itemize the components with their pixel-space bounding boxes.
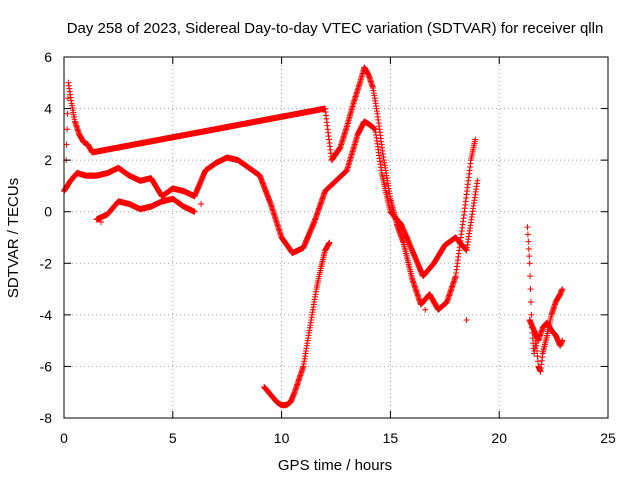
data-point — [463, 317, 470, 324]
axis-ticks — [63, 56, 609, 419]
series-qlln-main-trace — [61, 118, 481, 280]
series-qlln-deep-dip — [261, 239, 333, 409]
data-point — [64, 126, 71, 133]
y-tick-labels: -8 -6 -4 -2 0 2 4 6 — [40, 49, 53, 426]
data-point — [534, 347, 541, 354]
y-tick-label: -2 — [40, 255, 53, 271]
series-qlln-outliers — [97, 200, 470, 324]
data-point — [527, 273, 534, 280]
chart-title: Day 258 of 2023, Sidereal Day-to-day VTE… — [67, 20, 604, 37]
data-point — [533, 342, 540, 349]
data-point — [559, 337, 566, 344]
grid-lines — [64, 57, 608, 418]
series-qlln-late-cluster — [524, 224, 566, 375]
x-axis-label: GPS time / hours — [278, 457, 392, 474]
data-point — [191, 208, 198, 215]
series-qlln-late-lower — [526, 317, 566, 349]
data-point — [529, 335, 536, 342]
data-point — [422, 306, 429, 313]
data-point — [97, 219, 104, 226]
data-point — [526, 253, 533, 260]
data-point — [534, 358, 541, 365]
y-tick-label: 6 — [44, 49, 52, 65]
data-point — [64, 95, 71, 102]
data-point — [472, 136, 479, 143]
x-tick-label: 10 — [274, 430, 290, 446]
x-tick-label: 20 — [491, 430, 507, 446]
data-point — [524, 231, 531, 238]
x-tick-label: 25 — [600, 430, 616, 446]
data-point — [525, 245, 532, 252]
plot-frame — [63, 56, 609, 419]
series-qlln-lower-branch — [93, 195, 198, 223]
y-tick-label: -8 — [40, 410, 53, 426]
y-tick-label: 4 — [44, 101, 52, 117]
data-point — [528, 311, 535, 318]
data-point — [474, 177, 481, 184]
data-point — [534, 353, 541, 360]
y-tick-label: 0 — [44, 204, 52, 220]
data-point — [326, 239, 333, 246]
y-tick-label: -4 — [40, 307, 53, 323]
x-tick-label: 15 — [383, 430, 399, 446]
series-qlln-upper-trace — [63, 64, 479, 313]
x-tick-label: 0 — [60, 430, 68, 446]
y-axis-label: SDTVAR / TECUs — [5, 178, 22, 298]
y-tick-label: -6 — [40, 358, 53, 374]
data-point — [198, 200, 205, 207]
y-tick-label: 2 — [44, 152, 52, 168]
data-point — [524, 224, 531, 231]
data-point — [64, 110, 71, 117]
data-point — [526, 260, 533, 267]
data-marks — [61, 64, 566, 409]
data-point — [525, 238, 532, 245]
x-tick-labels: 0 5 10 15 20 25 — [60, 430, 616, 446]
data-point — [527, 298, 534, 305]
data-point — [559, 286, 566, 293]
data-point — [63, 141, 70, 148]
x-tick-label: 5 — [169, 430, 177, 446]
data-point — [527, 286, 534, 293]
